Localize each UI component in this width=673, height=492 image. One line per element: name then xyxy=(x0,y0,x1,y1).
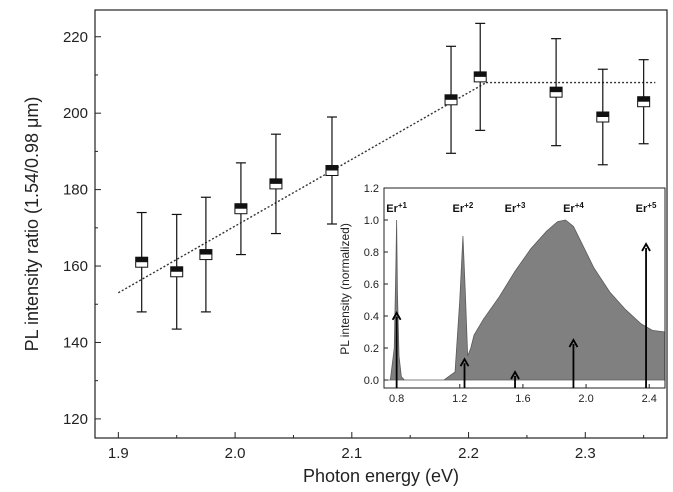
fit-line xyxy=(117,81,487,294)
inset-x-tick-label: 2.0 xyxy=(578,393,593,405)
peak-arrow xyxy=(641,242,651,388)
data-point xyxy=(549,86,563,98)
peak-arrow xyxy=(510,370,520,388)
data-point xyxy=(596,111,610,123)
inset-y-tick-label: 1.0 xyxy=(364,215,379,227)
y-tick-label: 120 xyxy=(63,411,88,428)
x-tick-label: 2.3 xyxy=(575,445,596,462)
inset-x-tick-label: 0.8 xyxy=(389,393,404,405)
data-point xyxy=(269,178,283,190)
peak-arrow xyxy=(391,310,402,388)
x-tick-label: 2.0 xyxy=(225,445,246,462)
y-tick-label: 220 xyxy=(63,29,88,46)
inset-y-tick-label: 1.2 xyxy=(364,183,379,195)
x-tick-label: 2.2 xyxy=(458,445,479,462)
y-tick-label: 180 xyxy=(63,182,88,199)
inset-y-tick-label: 0.4 xyxy=(364,311,379,323)
x-tick-label: 2.1 xyxy=(341,445,362,462)
data-point xyxy=(473,71,487,83)
data-point xyxy=(170,266,184,278)
data-point xyxy=(444,94,458,106)
pl-spectrum-area xyxy=(384,219,666,381)
peak-arrow xyxy=(568,338,579,388)
inset-x-tick-label: 1.6 xyxy=(515,393,530,405)
x-tick-label: 1.9 xyxy=(108,445,129,462)
inset-y-tick-label: 0.8 xyxy=(364,247,379,259)
y-axis-title: PL intensity ratio (1.54/0.98 μm) xyxy=(22,97,42,352)
y-tick-label: 140 xyxy=(63,334,88,351)
peak-arrow xyxy=(459,357,470,388)
data-point xyxy=(234,203,248,215)
main-plot-frame xyxy=(94,9,668,439)
inset-y-tick-label: 0.0 xyxy=(364,375,379,387)
data-point xyxy=(637,96,651,108)
inset-y-tick-label: 0.2 xyxy=(364,343,379,355)
x-axis-title: Photon energy (eV) xyxy=(303,466,459,486)
data-point xyxy=(135,256,149,268)
y-tick-label: 200 xyxy=(63,105,88,122)
inset-y-axis-title: PL intensity (normalized) xyxy=(338,223,352,355)
y-tick-label: 160 xyxy=(63,258,88,275)
data-point xyxy=(325,165,339,176)
inset-y-tick-label: 0.6 xyxy=(364,279,379,291)
inset-plot-frame xyxy=(383,187,666,389)
inset-chart: 0.8 1.2 1.6 2.0 2.40.00.20.40.60.81.01.2 Er+… xyxy=(338,183,666,405)
inset-x-tick-label: 1.2 xyxy=(452,393,467,405)
inset-x-tick-label: 2.4 xyxy=(642,393,657,405)
data-point xyxy=(199,249,213,261)
